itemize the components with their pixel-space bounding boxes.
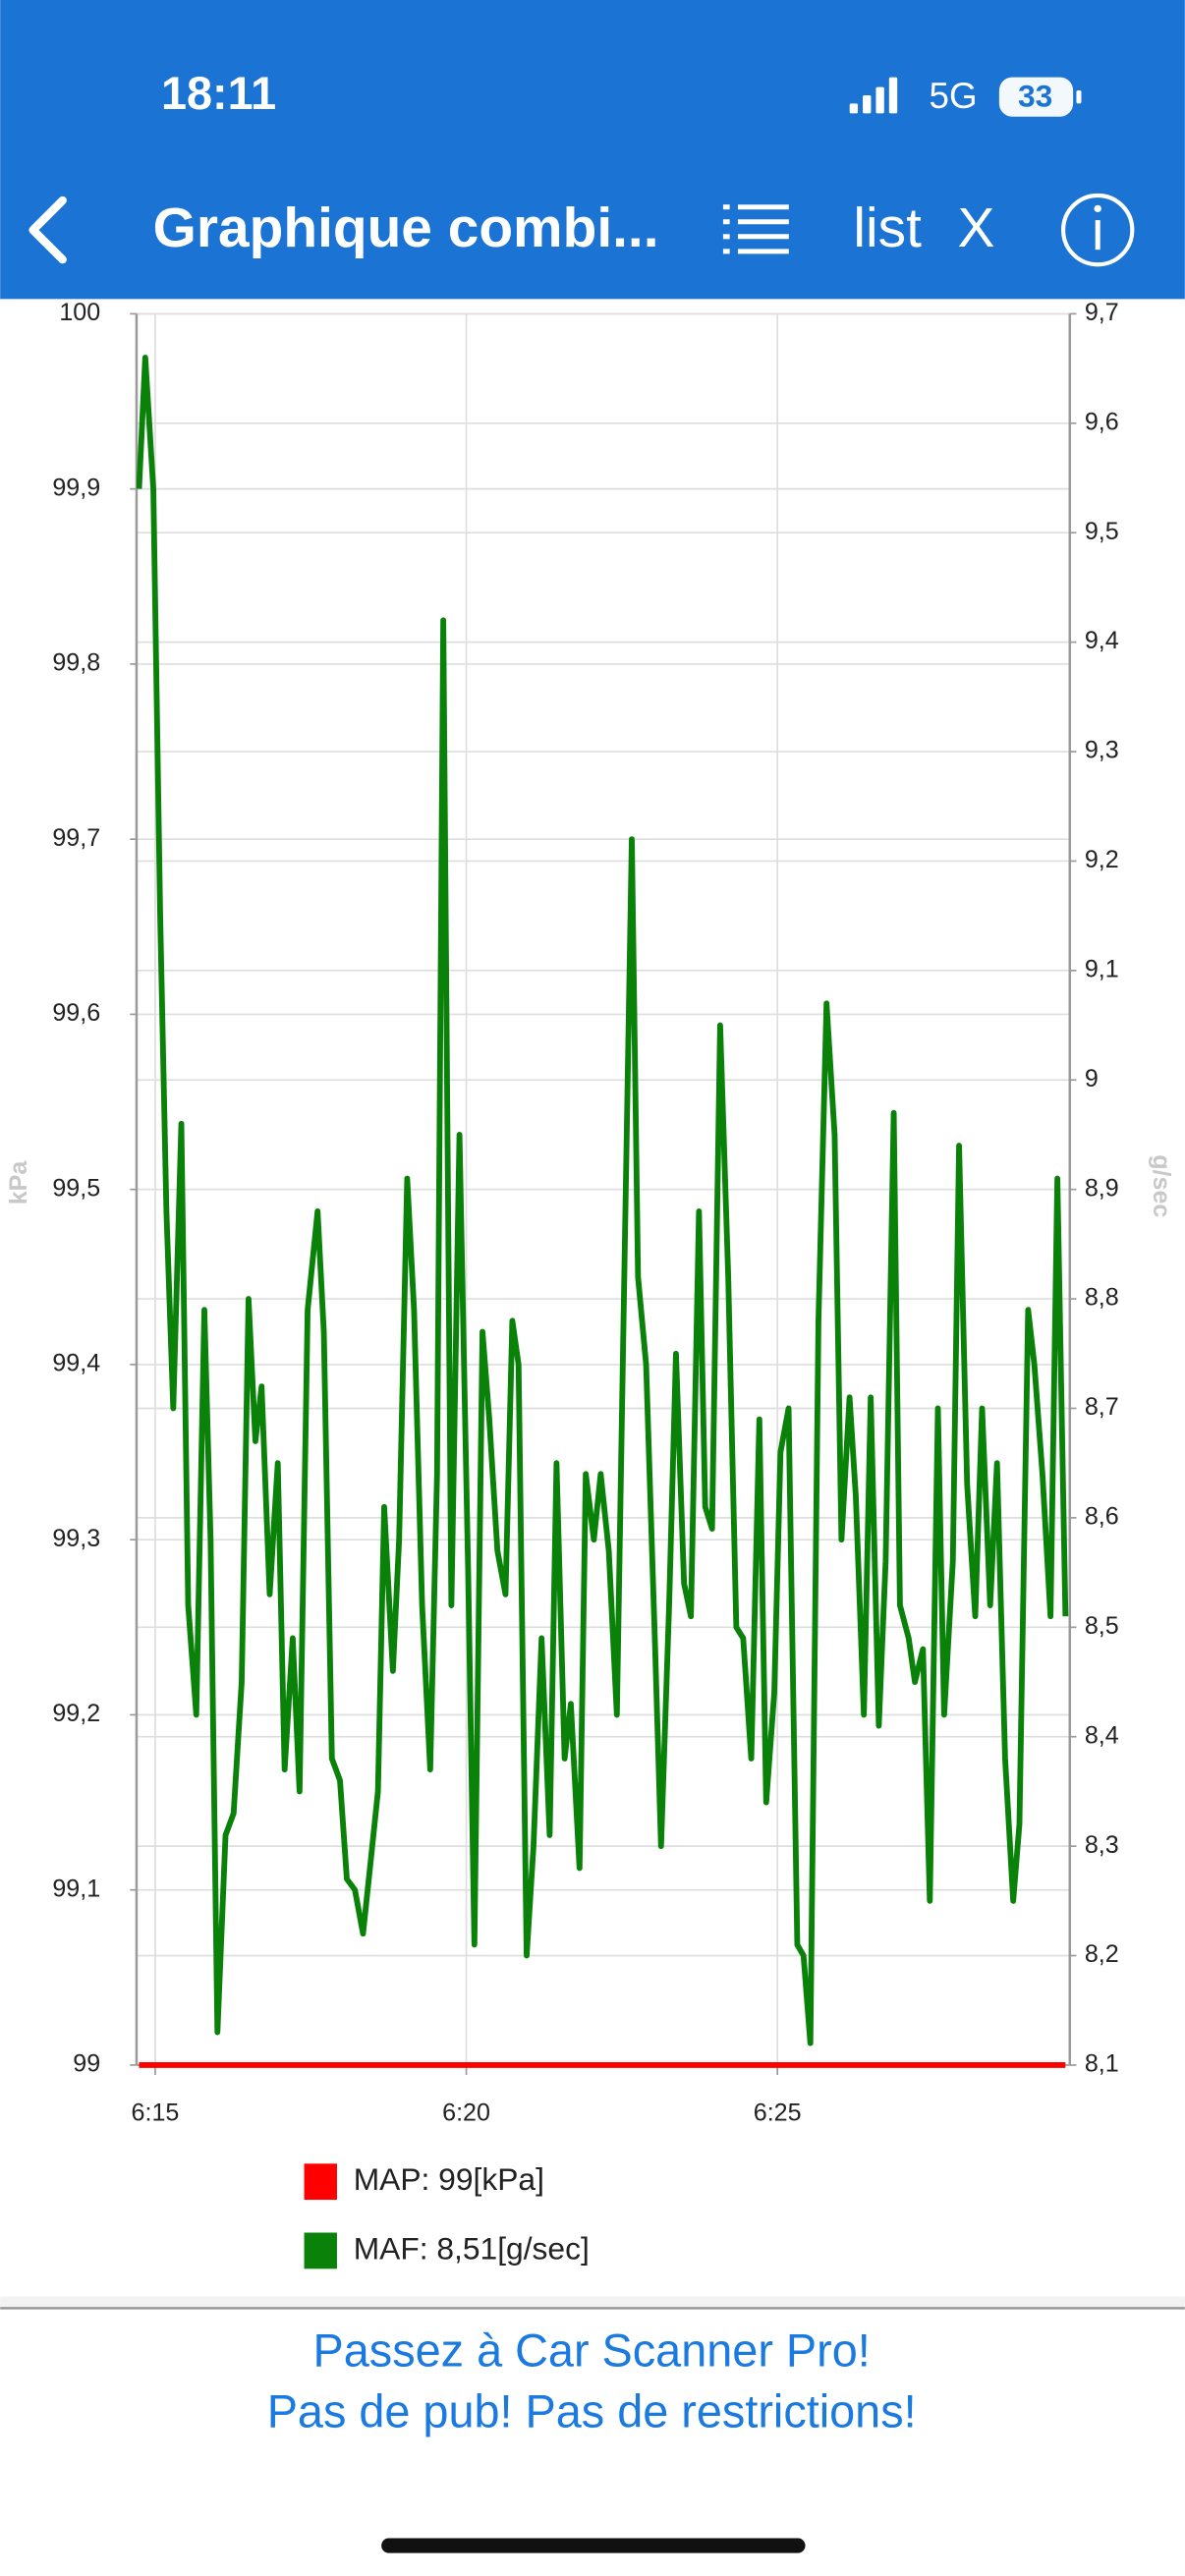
x-tick-label: 6:20 [442,2100,490,2127]
home-indicator [381,2538,806,2553]
y2-tick-label: 9,2 [1085,846,1119,873]
y-tick-label: 99,5 [52,1174,100,1202]
y2-tick-label: 8,6 [1085,1503,1119,1531]
battery-tip [1076,89,1082,104]
status-time: 18:11 [161,68,276,119]
y2-tick-label: 8,4 [1085,1721,1119,1749]
list-button[interactable]: list [853,197,922,259]
network-label: 5G [930,76,978,116]
legend-swatch [304,2163,337,2201]
battery-level: 33 [1018,79,1052,114]
y-tick-label: 99,4 [52,1350,100,1377]
legend-label: MAP: 99[kPa] [354,2161,544,2197]
y-tick-label: 99,6 [52,999,100,1027]
y2-tick-label: 8,7 [1085,1393,1119,1421]
banner-shadow [0,2296,1185,2311]
close-button[interactable]: X [957,197,994,259]
y-tick-label: 99,9 [52,474,100,501]
y2-tick-label: 8,1 [1085,2050,1119,2078]
list-icon[interactable] [722,204,789,254]
y-tick-label: 99,3 [52,1525,100,1552]
y2-tick-label: 9,7 [1085,299,1119,326]
nav-title: Graphique combi... [153,197,659,259]
y2-axis-label: g/sec [1148,1154,1175,1217]
battery-icon [998,77,1074,117]
y-tick-label: 99,1 [52,1875,100,1902]
y2-tick-label: 9,5 [1085,518,1119,545]
y-tick-label: 99,8 [52,649,100,677]
y2-tick-label: 8,9 [1085,1174,1119,1202]
y2-tick-label: 9,6 [1085,408,1119,435]
upgrade-banner[interactable]: Passez à Car Scanner Pro! Pas de pub! Pa… [267,2325,917,2437]
y2-tick-label: 9,4 [1085,627,1119,654]
chart: 9999,199,299,399,499,599,699,799,899,910… [52,299,1119,2269]
y-tick-label: 99,7 [52,824,100,852]
legend-label: MAF: 8,51[g/sec] [354,2230,590,2266]
y-tick-label: 99 [73,2050,100,2078]
x-tick-label: 6:25 [754,2100,802,2127]
signal-icon [849,77,898,114]
y2-tick-label: 8,2 [1085,1940,1119,1968]
banner-line: Pas de pub! Pas de restrictions! [267,2386,917,2437]
y-tick-label: 99,2 [52,1700,100,1727]
info-button[interactable] [1060,193,1135,267]
series-line [136,355,1069,2046]
back-button[interactable] [28,196,67,264]
y2-tick-label: 8,3 [1085,1831,1119,1859]
y2-tick-label: 9 [1085,1065,1099,1092]
y2-tick-label: 8,5 [1085,1612,1119,1640]
y2-tick-label: 8,8 [1085,1284,1119,1312]
header-bar [0,0,1185,300]
y2-tick-label: 9,1 [1085,955,1119,982]
legend-swatch [304,2232,337,2269]
y2-tick-label: 9,3 [1085,737,1119,764]
banner-line: Passez à Car Scanner Pro! [313,2325,871,2377]
y-tick-label: 100 [59,299,100,326]
x-tick-label: 6:15 [132,2100,180,2127]
y-axis-label: kPa [5,1160,32,1205]
